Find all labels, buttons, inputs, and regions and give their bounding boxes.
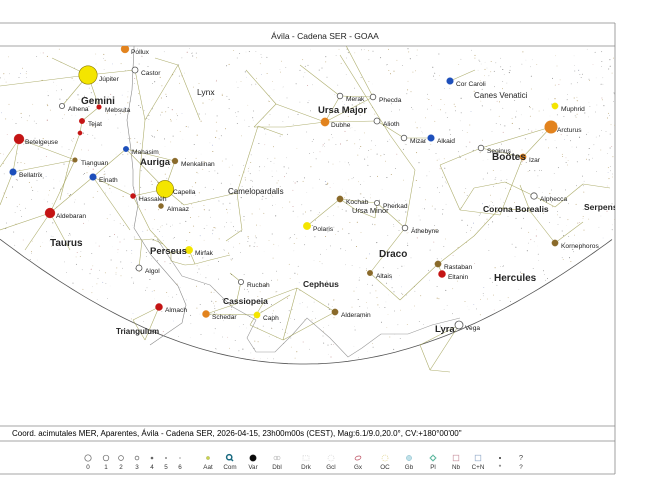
svg-text:Schedar: Schedar bbox=[212, 314, 237, 321]
svg-text:Taurus: Taurus bbox=[50, 238, 83, 249]
svg-text:Alphecca: Alphecca bbox=[540, 196, 567, 203]
svg-text:Elnath: Elnath bbox=[99, 177, 118, 184]
svg-text:Altais: Altais bbox=[376, 273, 393, 280]
svg-text:Caph: Caph bbox=[263, 315, 279, 322]
svg-text:Var: Var bbox=[248, 464, 257, 471]
svg-text:Almach: Almach bbox=[165, 307, 187, 314]
svg-text:2: 2 bbox=[119, 464, 123, 471]
svg-text:Aldebaran: Aldebaran bbox=[56, 213, 86, 220]
svg-text:C+N: C+N bbox=[472, 464, 485, 471]
svg-text:Perseus: Perseus bbox=[150, 246, 187, 257]
svg-text:Pollux: Pollux bbox=[131, 49, 150, 56]
svg-text:Capella: Capella bbox=[173, 189, 196, 196]
svg-text:Alderamin: Alderamin bbox=[341, 312, 371, 319]
svg-text:Izar: Izar bbox=[529, 157, 541, 164]
svg-text:Coord. acimutales MER, Aparent: Coord. acimutales MER, Aparentes, Ávila … bbox=[12, 429, 462, 438]
svg-text:OC: OC bbox=[380, 464, 390, 471]
svg-text:Drk: Drk bbox=[301, 464, 312, 471]
svg-text:Lynx: Lynx bbox=[197, 87, 215, 97]
svg-text:Dubhe: Dubhe bbox=[331, 122, 351, 129]
svg-text:Júpiter: Júpiter bbox=[99, 76, 120, 83]
svg-text:Rastaban: Rastaban bbox=[444, 264, 473, 271]
svg-text:Almaaz: Almaaz bbox=[167, 206, 189, 213]
svg-text:Alhena: Alhena bbox=[68, 106, 89, 113]
svg-text:Tejat: Tejat bbox=[88, 121, 102, 128]
svg-text:Hassaleh: Hassaleh bbox=[139, 196, 167, 203]
svg-text:Menkalinan: Menkalinan bbox=[181, 161, 215, 168]
svg-text:Kornephoros: Kornephoros bbox=[561, 243, 599, 250]
svg-text:Ursa Minor: Ursa Minor bbox=[352, 206, 389, 215]
svg-text:Muphrid: Muphrid bbox=[561, 106, 585, 113]
svg-text:Gx: Gx bbox=[354, 464, 363, 471]
svg-text:?: ? bbox=[519, 464, 523, 471]
svg-text:Camelopardalis: Camelopardalis bbox=[228, 187, 284, 196]
svg-text:Alkaid: Alkaid bbox=[437, 138, 455, 145]
svg-text:Vega: Vega bbox=[465, 325, 480, 332]
svg-text:Castor: Castor bbox=[141, 70, 161, 77]
svg-text:Eltanin: Eltanin bbox=[448, 274, 468, 281]
svg-text:Betelgeuse: Betelgeuse bbox=[25, 139, 58, 146]
svg-text:Mizar: Mizar bbox=[410, 138, 427, 145]
svg-text:Auriga: Auriga bbox=[140, 157, 171, 168]
svg-text:Mebsuta: Mebsuta bbox=[105, 107, 131, 114]
svg-text:Com: Com bbox=[223, 464, 236, 471]
svg-text:5: 5 bbox=[164, 464, 168, 471]
svg-text:?: ? bbox=[519, 453, 523, 462]
svg-text:Athebyne: Athebyne bbox=[411, 228, 439, 235]
svg-text:Canes Venatici: Canes Venatici bbox=[474, 91, 528, 100]
svg-text:Alioth: Alioth bbox=[383, 121, 400, 128]
svg-text:Gcl: Gcl bbox=[326, 464, 335, 471]
svg-text:Hercules: Hercules bbox=[494, 273, 537, 284]
svg-text:0: 0 bbox=[86, 464, 90, 471]
svg-text:Draco: Draco bbox=[379, 249, 407, 260]
svg-text:Cepheus: Cepheus bbox=[303, 279, 339, 289]
svg-text:Polaris: Polaris bbox=[313, 226, 334, 233]
svg-text:Lyra: Lyra bbox=[435, 324, 455, 335]
svg-text:Kochab: Kochab bbox=[346, 199, 369, 206]
svg-text:Rucbah: Rucbah bbox=[247, 282, 270, 289]
svg-text:Pl: Pl bbox=[430, 464, 436, 471]
svg-text:Bellatrix: Bellatrix bbox=[19, 172, 43, 179]
svg-text:Algol: Algol bbox=[145, 268, 160, 275]
svg-text:Triangulum: Triangulum bbox=[116, 327, 159, 336]
svg-text:3: 3 bbox=[135, 464, 139, 471]
svg-text:Ursa Major: Ursa Major bbox=[318, 105, 367, 116]
svg-text:Corona Borealis: Corona Borealis bbox=[483, 204, 549, 214]
svg-text:Aat: Aat bbox=[203, 464, 213, 471]
svg-text:Boötes: Boötes bbox=[492, 152, 526, 163]
svg-text:4: 4 bbox=[150, 464, 154, 471]
svg-text:Dbl: Dbl bbox=[272, 464, 281, 471]
svg-text:Nb: Nb bbox=[452, 464, 461, 471]
svg-text:Cor Caroli: Cor Caroli bbox=[456, 81, 486, 88]
svg-text:Cassiopeia: Cassiopeia bbox=[223, 296, 268, 306]
svg-text:Merak: Merak bbox=[346, 96, 365, 103]
svg-text:Arcturus: Arcturus bbox=[557, 127, 582, 134]
svg-text:Phecda: Phecda bbox=[379, 97, 402, 104]
svg-text:Mirfak: Mirfak bbox=[195, 250, 214, 257]
svg-text:Mahasim: Mahasim bbox=[132, 149, 159, 156]
svg-text:Gb: Gb bbox=[405, 464, 414, 471]
svg-text:Gemini: Gemini bbox=[81, 96, 115, 107]
svg-text:Tianguan: Tianguan bbox=[81, 160, 109, 167]
svg-text:1: 1 bbox=[104, 464, 108, 471]
svg-text:Ávila - Cadena SER - GOAA: Ávila - Cadena SER - GOAA bbox=[271, 31, 379, 41]
svg-text:6: 6 bbox=[178, 464, 182, 471]
